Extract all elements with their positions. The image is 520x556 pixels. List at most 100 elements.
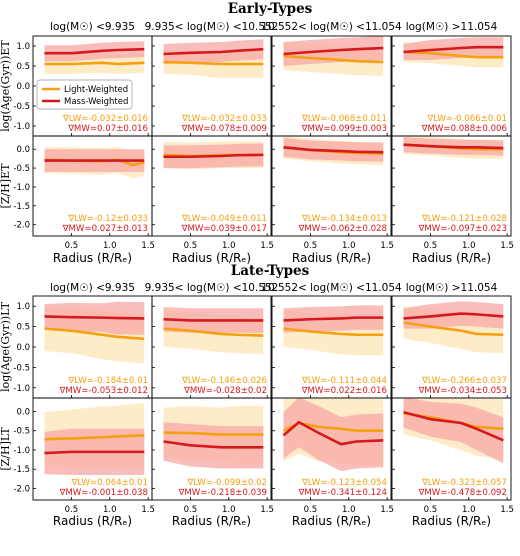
gradient-light-weighted: ∇LW=-0.049±0.011	[181, 214, 267, 224]
xlabel-lt-2: Radius (R/Rₑ)	[292, 514, 371, 528]
light-weighted-line	[163, 60, 264, 66]
y-tick-label: -1.0	[13, 446, 30, 456]
gradient-light-weighted: ∇LW=-0.066±0.01	[427, 114, 507, 124]
light-weighted-line	[44, 327, 145, 341]
panel-et-age-2: ∇LW=-0.068±0.011∇MW=0.099±0.003	[271, 35, 392, 137]
y-tick-label: -1.5	[13, 202, 30, 212]
gradient-light-weighted: ∇LW=-0.323±0.057	[421, 478, 507, 488]
light-weighted-line	[44, 61, 145, 66]
x-tick-label: 0.5	[65, 505, 79, 515]
panel-frame	[151, 397, 272, 501]
x-tick-label: 1.5	[260, 241, 274, 251]
panel-et-z-1: 0.5 1.0 1.5 ∇LW=-0.049±0.011∇MW=0.039±0.017	[151, 135, 274, 251]
gradient-light-weighted: ∇LW=-0.12±0.033	[68, 214, 148, 224]
panel-frame	[391, 397, 512, 501]
y-tick-label: 1.0	[16, 42, 30, 52]
mass-weighted-line	[163, 317, 264, 322]
mass-weighted-line	[403, 410, 504, 442]
panel-frame	[271, 135, 392, 237]
column-title-et-3: log(M☉) >11.054	[406, 21, 498, 33]
y-tick-label: -1.0	[13, 183, 30, 193]
gradient-light-weighted: ∇LW=-0.111±0.044	[301, 376, 387, 386]
xlabel-lt-0: Radius (R/Rₑ)	[53, 514, 132, 528]
mass-weighted-line	[403, 312, 504, 320]
x-tick-label: 1.5	[141, 505, 155, 515]
gradient-light-weighted: ∇LW=-0.266±0.037	[421, 376, 507, 386]
y-tick-label: 0.5	[16, 323, 30, 333]
mass-weighted-line	[283, 46, 384, 56]
gradient-mass-weighted: ∇MW=-0.001±0.038	[59, 488, 148, 498]
ylabel-et_age: log(Age(Gyr))ET	[0, 40, 12, 132]
light-weighted-line	[403, 321, 504, 337]
x-tick-label: 0.5	[304, 241, 318, 251]
column-title-et-0: log(M☉) <9.935	[50, 21, 135, 33]
light-weighted-line	[163, 327, 264, 337]
gradient-mass-weighted: ∇MW=0.039±0.017	[181, 224, 267, 234]
ylabel-lt_age: log(Age(Gyr))LT	[0, 301, 12, 392]
mass-weighted-line	[163, 153, 264, 159]
column-title-lt-3: log(M☉) >11.054	[406, 282, 498, 294]
column-title-et-1: 9.935< log(M☉) <10.552	[145, 21, 279, 33]
x-tick-label: 1.5	[141, 241, 155, 251]
mass-weighted-line	[44, 450, 145, 455]
panel-et-z-0: 0.5 1.0 1.5 0.0 -0.5 -1.0 -1.5 -2.0 ∇LW=-0.12±0.…	[13, 135, 155, 251]
mass-weighted-line	[163, 440, 264, 449]
x-tick-label: 0.5	[184, 241, 198, 251]
gradient-light-weighted: ∇LW=-0.032±0.033	[181, 114, 267, 124]
panel-lt-age-3: ∇LW=-0.266±0.037∇MW=-0.034±0.053	[391, 295, 512, 399]
x-tick-label: 1.0	[462, 505, 476, 515]
x-tick-label: 1.0	[103, 505, 117, 515]
xlabel-et-2: Radius (R/Rₑ)	[292, 251, 371, 265]
x-tick-label: 0.5	[65, 241, 79, 251]
gradient-light-weighted: ∇LW=-0.123±0.054	[301, 478, 387, 488]
ylabel-et_z: [Z/H]ET	[0, 163, 12, 209]
panel-et-age-1: ∇LW=-0.032±0.033∇MW=0.078±0.009	[151, 35, 272, 137]
panel-frame	[391, 135, 512, 237]
mass-weighted-band	[163, 422, 264, 469]
gradient-light-weighted: ∇LW=-0.184±0.01	[68, 376, 148, 386]
xlabel-lt-1: Radius (R/Rₑ)	[172, 514, 251, 528]
xlabel-et-0: Radius (R/Rₑ)	[53, 251, 132, 265]
mass-weighted-line	[283, 316, 384, 322]
mass-weighted-line	[44, 47, 145, 55]
y-tick-label: -0.5	[13, 427, 30, 437]
xlabel-lt-3: Radius (R/Rₑ)	[412, 514, 491, 528]
light-weighted-line	[44, 434, 145, 441]
gradient-mass-weighted: ∇MW=0.022±0.016	[301, 386, 387, 396]
light-weighted-line	[283, 327, 384, 337]
x-tick-label: 1.0	[462, 241, 476, 251]
column-title-lt-2: 10.552< log(M☉) <11.054	[261, 282, 402, 294]
panel-et-z-3: 0.5 1.0 1.5 ∇LW=-0.121±0.028∇MW=-0.097±0.02…	[391, 135, 514, 251]
gradient-mass-weighted: ∇MW=0.027±0.013	[62, 224, 148, 234]
light-weighted-line	[163, 431, 264, 436]
mass-weighted-line	[403, 45, 504, 54]
gradient-light-weighted: ∇LW=-0.146±0.026	[181, 376, 267, 386]
x-tick-label: 1.5	[380, 241, 394, 251]
mass-weighted-band	[283, 398, 384, 472]
mass-weighted-line	[282, 420, 384, 446]
gradient-light-weighted: ∇LW=-0.032±0.016	[62, 114, 148, 124]
panel-frame	[151, 135, 272, 237]
panel-lt-z-0: 0.5 1.0 1.5 0.0 -0.5 -1.0 -1.5 -2.0 ∇LW=0.064±0.…	[13, 397, 155, 515]
light-weighted-line	[403, 50, 504, 59]
y-tick-label: -1.0	[13, 384, 30, 394]
y-tick-label: -1.5	[13, 465, 30, 475]
xlabel-et-3: Radius (R/Rₑ)	[412, 251, 491, 265]
y-tick-label: 0.0	[16, 82, 30, 92]
gradient-light-weighted: ∇LW=-0.121±0.028	[421, 214, 507, 224]
mass-weighted-line	[403, 143, 504, 150]
column-title-lt-0: log(M☉) <9.935	[50, 282, 135, 294]
panel-lt-age-2: ∇LW=-0.111±0.044∇MW=0.022±0.016	[271, 295, 392, 399]
column-title-et-2: 10.552< log(M☉) <11.054	[261, 21, 402, 33]
y-tick-label: 1.0	[16, 302, 30, 312]
panel-et-age-3: ∇LW=-0.066±0.01∇MW=0.088±0.006	[391, 35, 512, 137]
y-tick-label: -0.5	[13, 363, 30, 373]
y-tick-label: 0.0	[16, 343, 30, 353]
mass-weighted-line	[44, 315, 145, 320]
gradient-mass-weighted: ∇MW=-0.034±0.053	[418, 386, 507, 396]
gradient-mass-weighted: ∇MW=-0.028±0.02	[183, 386, 267, 396]
y-tick-label: -0.5	[13, 164, 30, 174]
gradient-mass-weighted: ∇MW=0.078±0.009	[181, 124, 267, 134]
panel-lt-age-0: 1.0 0.5 0.0 -0.5 -1.0 ∇LW=-0.184±0.01∇MW=-0.0…	[13, 295, 153, 399]
